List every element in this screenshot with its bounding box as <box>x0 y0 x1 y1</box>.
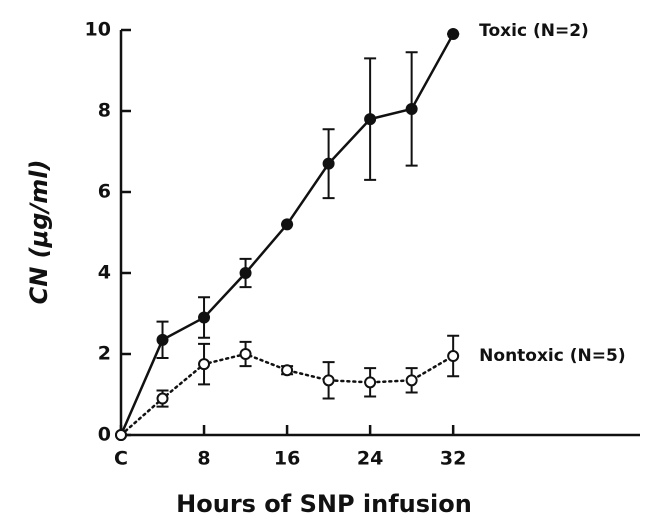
data-point <box>322 374 335 387</box>
series-label: Nontoxic (N=5) <box>479 346 625 366</box>
x-tick-label: 24 <box>357 448 383 470</box>
data-point <box>364 113 377 126</box>
x-tick-label: 32 <box>440 448 466 470</box>
data-point <box>447 28 460 41</box>
data-point <box>115 429 127 441</box>
y-tick-label: 0 <box>98 424 111 446</box>
data-point <box>239 267 252 279</box>
data-point <box>281 364 294 377</box>
data-point <box>156 333 169 346</box>
y-axis-label: CN (μg/ml) <box>25 160 53 305</box>
series-label: Toxic (N=2) <box>479 21 589 41</box>
data-point <box>198 311 211 324</box>
x-tick-label: 16 <box>274 448 300 470</box>
y-tick-label: 6 <box>98 181 111 203</box>
data-point <box>156 392 169 405</box>
data-point <box>364 376 377 389</box>
data-point <box>405 374 418 387</box>
data-point <box>322 157 335 170</box>
y-tick-label: 2 <box>98 343 111 365</box>
x-tick-label: 8 <box>197 448 210 470</box>
data-point <box>405 102 418 115</box>
series-line <box>119 352 455 437</box>
y-tick-label: 8 <box>98 100 111 122</box>
data-point <box>281 218 294 231</box>
x-axis-label: Hours of SNP infusion <box>176 490 472 518</box>
y-tick-label: 10 <box>85 19 111 41</box>
data-point <box>447 350 460 363</box>
data-point <box>198 358 211 371</box>
y-tick-label: 4 <box>98 262 111 284</box>
x-tick-label: C <box>114 448 128 470</box>
data-point <box>239 348 252 360</box>
